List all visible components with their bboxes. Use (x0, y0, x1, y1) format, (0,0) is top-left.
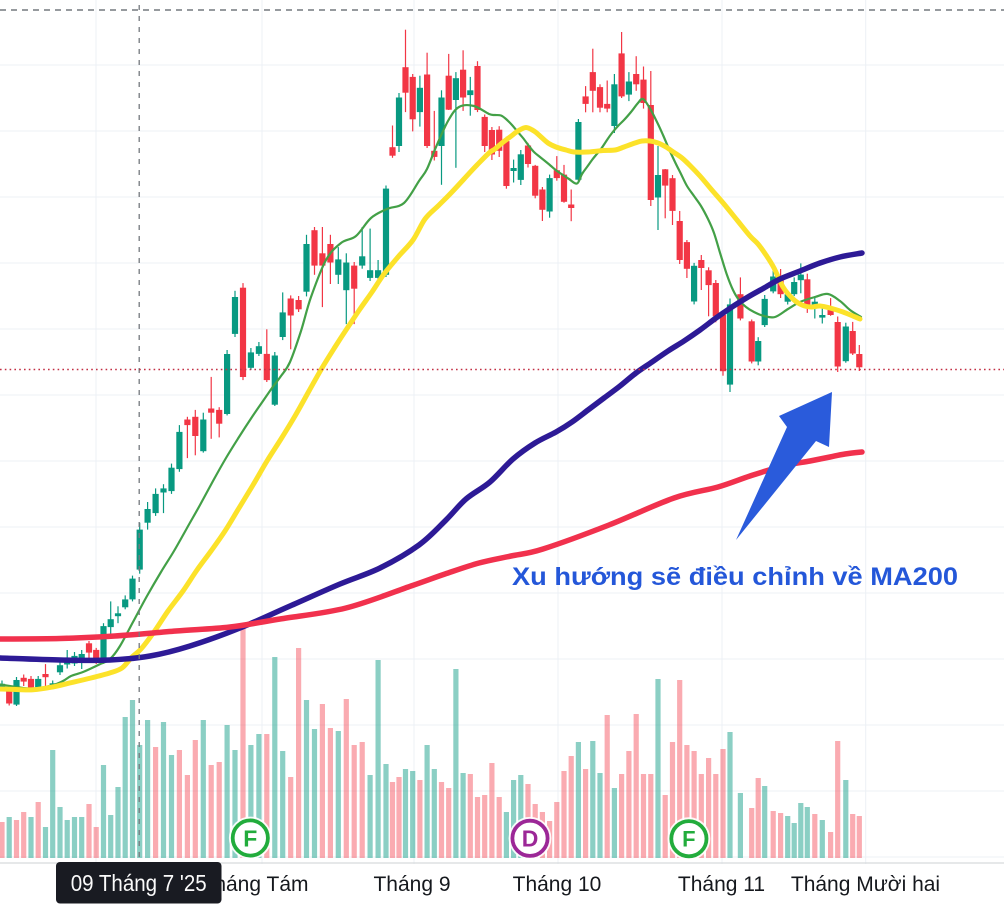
svg-text:F: F (243, 825, 257, 851)
svg-text:Xu hướng sẽ điều chỉnh về MA20: Xu hướng sẽ điều chỉnh về MA200 (512, 563, 958, 591)
svg-text:D: D (522, 826, 539, 852)
svg-text:Tháng Tám: Tháng Tám (202, 873, 309, 896)
svg-text:Tháng 10: Tháng 10 (513, 873, 602, 896)
svg-text:F: F (682, 827, 695, 852)
svg-text:09 Tháng 7 '25: 09 Tháng 7 '25 (71, 870, 207, 896)
svg-text:Tháng Mười hai: Tháng Mười hai (791, 873, 940, 896)
svg-text:Tháng 11: Tháng 11 (678, 873, 765, 896)
svg-text:Tháng 9: Tháng 9 (373, 873, 450, 896)
